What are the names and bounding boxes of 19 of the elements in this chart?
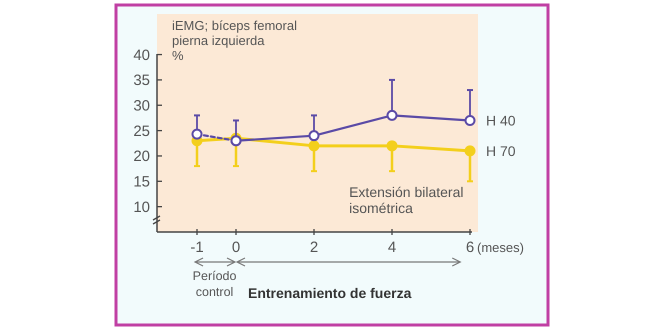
- x-tick-label: 0: [232, 239, 240, 256]
- y-tick-label: 30: [133, 98, 150, 115]
- text: Período control: [192, 269, 236, 299]
- y-tick-label: 20: [133, 148, 150, 166]
- y-tick-label: 25: [133, 122, 150, 140]
- series-label: H 70: [486, 142, 516, 159]
- y-axis-title: iEMG; bíceps femoral pierna izquierda %: [172, 18, 298, 63]
- x-tick-label: 2: [310, 239, 318, 256]
- series-label: H 40: [486, 112, 516, 128]
- y-tick-label: 10: [133, 198, 150, 216]
- x-tick-label: 6: [466, 239, 474, 256]
- y-tick-label: 15: [133, 174, 150, 191]
- annotation: Extensión bilateral isométrica: [349, 184, 464, 216]
- x-tick-label: 4: [388, 239, 396, 256]
- x-tick-label: -1: [190, 239, 204, 256]
- x-axis-title: (meses): [477, 240, 524, 255]
- y-tick-label: 40: [133, 46, 150, 64]
- y-tick-label: 35: [133, 72, 150, 90]
- text: Entrenamiento de fuerza: [248, 285, 412, 301]
